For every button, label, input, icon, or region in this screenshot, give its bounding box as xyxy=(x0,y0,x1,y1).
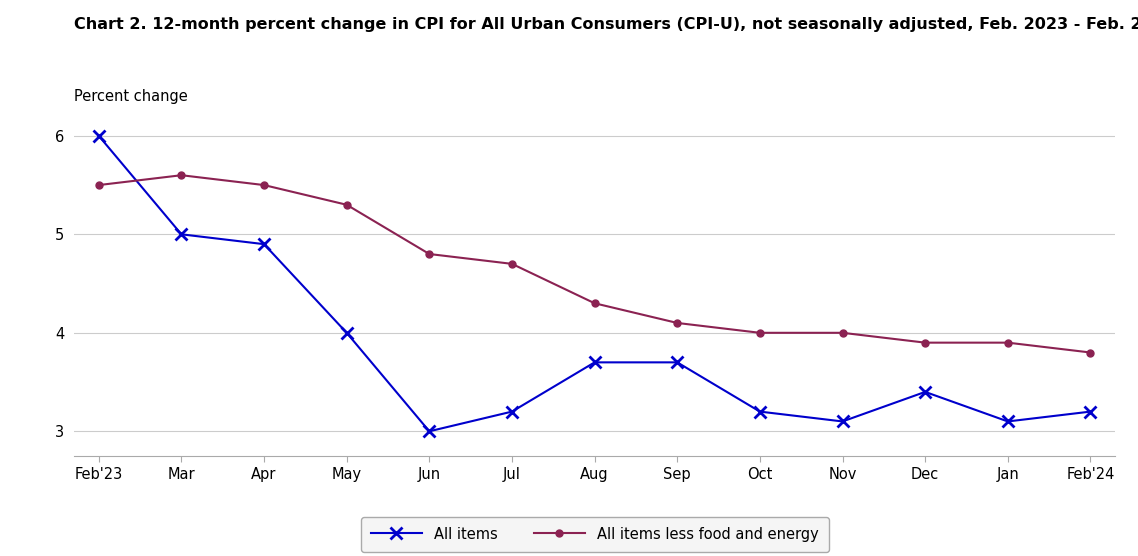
All items xyxy=(92,132,106,139)
All items less food and energy xyxy=(918,339,932,346)
All items xyxy=(1083,408,1097,415)
All items xyxy=(1001,418,1015,425)
All items xyxy=(505,408,519,415)
All items xyxy=(257,241,271,247)
Line: All items: All items xyxy=(93,130,1096,437)
All items less food and energy xyxy=(587,300,601,306)
All items less food and energy xyxy=(1083,349,1097,356)
All items less food and energy xyxy=(422,251,436,257)
Text: Chart 2. 12-month percent change in CPI for All Urban Consumers (CPI-U), not sea: Chart 2. 12-month percent change in CPI … xyxy=(74,17,1138,32)
Line: All items less food and energy: All items less food and energy xyxy=(96,172,1094,356)
All items xyxy=(753,408,767,415)
All items less food and energy xyxy=(505,261,519,267)
All items less food and energy xyxy=(257,182,271,188)
All items xyxy=(918,389,932,395)
All items xyxy=(835,418,849,425)
All items xyxy=(422,428,436,435)
Legend: All items, All items less food and energy: All items, All items less food and energ… xyxy=(361,517,828,552)
All items less food and energy xyxy=(340,201,354,208)
All items xyxy=(587,359,601,366)
All items less food and energy xyxy=(1001,339,1015,346)
All items xyxy=(174,231,188,237)
All items less food and energy xyxy=(92,182,106,188)
All items less food and energy xyxy=(753,330,767,336)
All items less food and energy xyxy=(835,330,849,336)
All items less food and energy xyxy=(174,172,188,178)
All items xyxy=(340,330,354,336)
Text: Percent change: Percent change xyxy=(74,89,188,104)
All items xyxy=(670,359,684,366)
All items less food and energy xyxy=(670,320,684,326)
